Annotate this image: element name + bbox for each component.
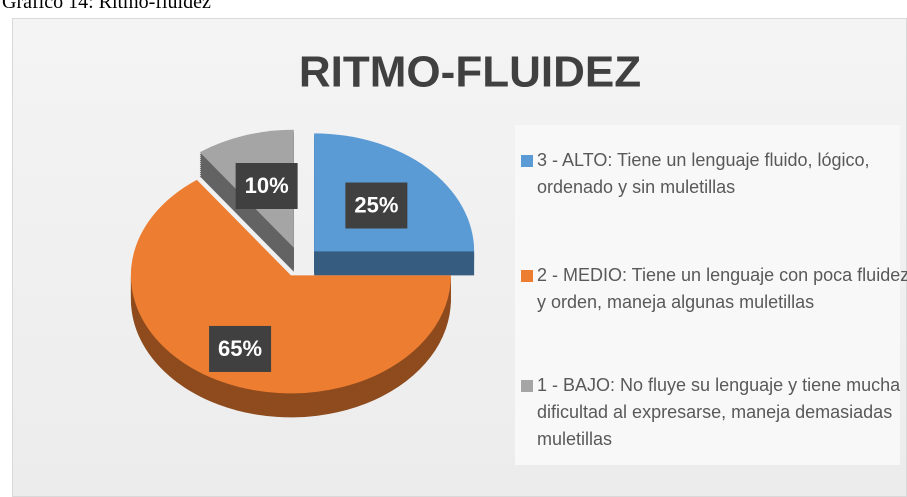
legend-swatch <box>521 270 533 282</box>
legend-label: 2 - MEDIO: Tiene un lenguaje con poca fl… <box>537 265 907 312</box>
legend-item: 3 - ALTO: Tiene un lenguaje fluido, lógi… <box>521 147 907 201</box>
value-label: 25% <box>354 192 398 217</box>
value-label: 10% <box>245 173 289 198</box>
value-label-box <box>235 163 298 210</box>
value-label: 65% <box>218 336 262 361</box>
value-label-box <box>209 325 272 372</box>
legend-label: 1 - BAJO: No fluye su lenguaje y tiene m… <box>537 375 901 449</box>
caption: Gráfico 14: Ritmo-fluidez <box>2 0 211 13</box>
legend-item: 2 - MEDIO: Tiene un lenguaje con poca fl… <box>521 262 907 316</box>
legend-item: 1 - BAJO: No fluye su lenguaje y tiene m… <box>521 372 907 453</box>
value-label-box <box>345 182 408 229</box>
chart-title: RITMO-FLUIDEZ <box>299 48 641 97</box>
legend-label: 3 - ALTO: Tiene un lenguaje fluido, lógi… <box>537 150 870 197</box>
legend-swatch <box>521 155 533 167</box>
legend-swatch <box>521 380 533 392</box>
legend: 3 - ALTO: Tiene un lenguaje fluido, lógi… <box>515 125 907 465</box>
